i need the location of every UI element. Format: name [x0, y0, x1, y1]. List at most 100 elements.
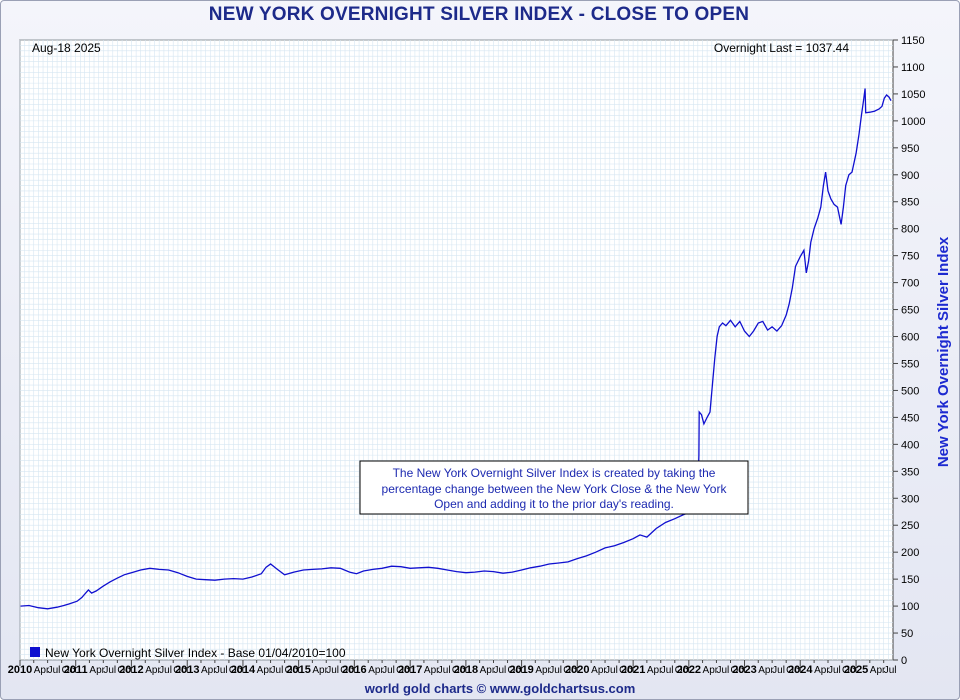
x-tick-label: 2013 [175, 664, 199, 676]
x-tick-label: 2011 [64, 664, 88, 676]
x-tick-label: Apr [257, 665, 273, 676]
last-value-label: Overnight Last = 1037.44 [714, 41, 849, 55]
x-tick-label: Apr [814, 665, 830, 676]
x-tick-label: Jul [103, 665, 116, 676]
x-tick-label: 2015 [286, 664, 310, 676]
x-tick-label: 2021 [621, 664, 645, 676]
legend-swatch [30, 647, 40, 657]
date-label: Aug-18 2025 [32, 41, 101, 55]
x-tick-label: 2016 [342, 664, 366, 676]
x-tick-label: 2020 [565, 664, 589, 676]
x-tick-label: Apr [703, 665, 719, 676]
legend-label: New York Overnight Silver Index - Base 0… [45, 646, 346, 660]
x-tick-label: Jul [215, 665, 228, 676]
x-tick-label: Apr [89, 665, 105, 676]
x-tick-label: Apr [145, 665, 161, 676]
legend: New York Overnight Silver Index - Base 0… [30, 646, 346, 660]
x-tick-label: Apr [591, 665, 607, 676]
x-tick-label: Oct [62, 665, 78, 676]
y-tick-label: 1050 [901, 89, 925, 101]
y-tick-label: 1150 [901, 35, 925, 47]
x-tick-label: Oct [452, 665, 468, 676]
x-tick-label: Oct [842, 665, 858, 676]
x-tick-label: Jul [271, 665, 284, 676]
x-tick-label: Oct [340, 665, 356, 676]
y-tick-label: 100 [901, 601, 919, 613]
x-tick-label: 2017 [398, 664, 422, 676]
annotation-border [359, 460, 749, 515]
y-tick-label: 350 [901, 466, 919, 478]
y-tick-label: 0 [901, 655, 907, 667]
x-tick-label: Jul [494, 665, 507, 676]
y-tick-label: 150 [901, 574, 919, 586]
series-line-silver-index [20, 88, 892, 610]
x-tick-label: Jul [438, 665, 451, 676]
annotation-line-3: Open and adding it to the prior day's re… [434, 497, 674, 511]
footer-credit: world gold charts © www.goldchartsus.com [364, 681, 636, 696]
x-tick-label: Oct [173, 665, 189, 676]
y-tick-label: 800 [901, 224, 919, 236]
y-tick-label: 1100 [901, 62, 925, 74]
x-tick-label: Oct [396, 665, 412, 676]
x-tick-label: 2019 [509, 664, 533, 676]
y-tick-label: 300 [901, 493, 919, 505]
x-tick-label: 2022 [677, 664, 701, 676]
x-tick-label: Apr [535, 665, 551, 676]
x-tick-label: Jul [716, 665, 729, 676]
x-tick-label: 2023 [732, 664, 756, 676]
x-tick-label: Oct [786, 665, 802, 676]
x-tick-label: Apr [424, 665, 440, 676]
x-tick-label: Apr [870, 665, 886, 676]
y-tick-label: 750 [901, 251, 919, 263]
x-tick-label: 2014 [231, 664, 256, 676]
x-tick-label: Apr [758, 665, 774, 676]
y-tick-label: 400 [901, 439, 919, 451]
x-tick-label: Apr [312, 665, 328, 676]
x-tick-label: Jul [48, 665, 61, 676]
x-tick-label: Apr [647, 665, 663, 676]
y-axis: 0 50 100 150 200 250 300 350 400 450 500 550 600 650 7… [893, 35, 925, 667]
x-tick-label: Jul [828, 665, 841, 676]
y-tick-label: 200 [901, 547, 919, 559]
x-tick-label: Oct [619, 665, 635, 676]
y-tick-label: 600 [901, 332, 919, 344]
y-tick-label: 50 [901, 628, 913, 640]
x-tick-label: Oct [730, 665, 746, 676]
y-axis-label: New York Overnight Silver Index [935, 236, 952, 467]
x-tick-label: Jul [605, 665, 618, 676]
x-tick-label: Jul [884, 665, 897, 676]
grid [19, 39, 893, 661]
x-tick-label: 2018 [454, 664, 478, 676]
y-tick-label: 650 [901, 305, 919, 317]
x-tick-label: Jul [772, 665, 785, 676]
x-tick-label: Apr [368, 665, 384, 676]
x-tick-label: Jul [326, 665, 339, 676]
x-tick-label: Jul [159, 665, 172, 676]
annotation-box: The New York Overnight Silver Index is c… [359, 460, 749, 515]
x-tick-label: Oct [285, 665, 301, 676]
x-tick-label: Apr [480, 665, 496, 676]
x-tick-label: Jul [661, 665, 674, 676]
annotation-line-1: The New York Overnight Silver Index is c… [393, 466, 716, 480]
y-tick-label: 500 [901, 385, 919, 397]
y-tick-label: 250 [901, 520, 919, 532]
x-tick-label: 2025 [844, 664, 868, 676]
y-tick-label: 700 [901, 278, 919, 290]
y-tick-label: 450 [901, 412, 919, 424]
x-tick-label: Oct [117, 665, 133, 676]
annotation-line-2: percentage change between the New York C… [382, 482, 728, 496]
x-tick-label: Jul [382, 665, 395, 676]
x-tick-label: Apr [201, 665, 217, 676]
x-tick-label: Oct [563, 665, 579, 676]
y-tick-label: 550 [901, 358, 919, 370]
x-tick-label: Oct [508, 665, 524, 676]
y-tick-label: 1000 [901, 116, 925, 128]
x-tick-label: Apr [34, 665, 50, 676]
y-tick-label: 900 [901, 170, 919, 182]
x-tick-label: Oct [675, 665, 691, 676]
chart-title: NEW YORK OVERNIGHT SILVER INDEX - CLOSE … [208, 4, 750, 25]
y-tick-label: 950 [901, 143, 919, 155]
x-tick-label: 2024 [788, 664, 813, 676]
